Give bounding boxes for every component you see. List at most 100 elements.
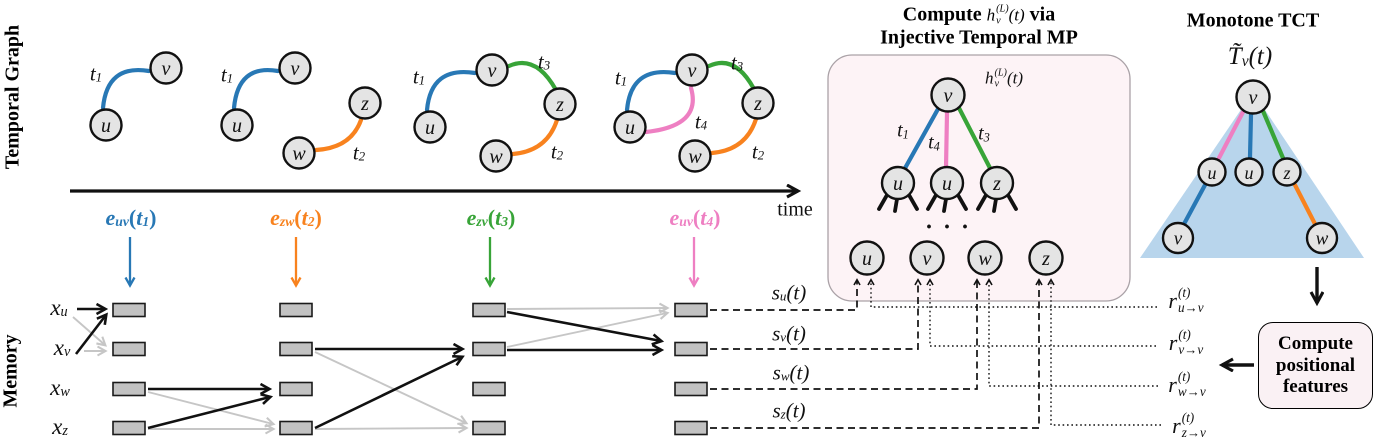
mp-leaf-v (909, 240, 945, 276)
state-label-sv: s v (t) (772, 321, 806, 346)
tct-node-u2-label: u (1245, 163, 1254, 183)
black-arrow-z1-w2 (147, 397, 270, 430)
event-label-euv-t4: e uv(t 4) (669, 205, 721, 230)
tct-nodes: v u u z v w (1161, 79, 1339, 255)
state-label-sw: s w (t) (772, 360, 810, 385)
tct-node-u2 (1234, 157, 1264, 187)
node-z-s2 (348, 86, 382, 120)
edge-uv-t1-s1 (100, 67, 152, 111)
snapshot-nodes: u v u v w z u v w z u v w z (89, 51, 775, 173)
mp-leaf-w (967, 240, 1003, 276)
node-w-s3 (479, 139, 513, 173)
gray-arrow-u3-u4 (506, 302, 670, 314)
memory-section-label: Memory (0, 334, 22, 408)
node-w-s4 (678, 139, 712, 173)
temporal-graph-section-label: Temporal Graph (1, 24, 24, 170)
node-z-s2-label: z (360, 93, 369, 115)
edge-uv-t1-s3 (424, 69, 478, 113)
node-z-s4 (741, 86, 775, 120)
mp-box-title-line2: Injective Temporal MP (880, 26, 1078, 49)
mp-edge-t3 (956, 105, 994, 173)
mp-leaf-u (849, 240, 885, 276)
node-v-s3 (475, 53, 509, 87)
time-axis-label: time (777, 198, 813, 221)
tct-node-z (1272, 157, 1302, 187)
tct-node-u1 (1197, 157, 1227, 187)
posbox-line2: positional (1275, 354, 1356, 376)
node-u-s3 (413, 110, 447, 144)
posbox-line1: Compute (1278, 333, 1353, 355)
mp-tree-nodes: v u u z u v w z (849, 77, 1064, 276)
memory-cell-w-1 (112, 381, 146, 397)
memory-cell-w-3 (472, 381, 506, 397)
mp-edge-t1 (901, 106, 941, 173)
node-u-s2-label: u (232, 115, 242, 137)
memory-cell-u-2 (279, 302, 313, 318)
tct-leaf-v-label: v (1174, 229, 1183, 250)
node-u-s4 (613, 110, 647, 144)
tct-edge-u1-v (1181, 182, 1208, 227)
tct-edge-v-z (1260, 108, 1286, 161)
tct-edge-v-u2 (1247, 112, 1254, 160)
node-v-s4-label: v (688, 60, 697, 82)
memory-cell-w-4 (674, 381, 708, 397)
mp-root-v (930, 77, 966, 113)
gray-arrow-w1-z2 (147, 391, 276, 428)
injective-mp-box (827, 54, 1131, 302)
posbox-line3: features (1282, 376, 1349, 398)
node-v-s1 (149, 51, 183, 85)
dotted-rz-line (1047, 278, 1161, 426)
tct-leaf-w-label: w (1316, 229, 1329, 250)
event-label-euv-t1: e uv(t 1) (105, 205, 157, 230)
tct-node-z-label: z (1282, 163, 1290, 183)
node-w-s2-label: w (292, 143, 306, 165)
r-label-w: r (t) w→v (1168, 369, 1206, 399)
mp-root-annotation: h (L) v (t) (985, 67, 1023, 90)
node-v-s1-label: v (162, 58, 171, 80)
node-v-s4 (675, 53, 709, 87)
memory-cell-z-4 (674, 420, 708, 436)
event-label-ezw-t2: e zw(t 2) (270, 205, 322, 230)
r-label-v: r (t) v→v (1168, 327, 1204, 357)
r-label-u: r (t) u→v (1168, 285, 1204, 315)
node-v-s2-label: v (291, 58, 300, 80)
memory-arrows-gray (72, 302, 670, 435)
node-w-s2 (282, 136, 316, 170)
mp-box-title-line1: Compute h (L) v (t) via (902, 3, 1056, 27)
memory-cell-u-4 (674, 302, 708, 318)
edge-uv-t1-s2 (231, 67, 281, 111)
mp-child-u1-label: u (893, 173, 903, 195)
memory-cell-v-3 (472, 341, 506, 357)
memory-cell-w-2 (279, 381, 313, 397)
node-u-s1 (89, 108, 123, 142)
state-label-su: s u (t) (771, 280, 807, 305)
edge-uv-t1-s4 (624, 69, 678, 113)
memory-cell-u-3 (472, 302, 506, 318)
gray-arrow-xu-v1 (72, 316, 107, 347)
node-v-s3-label: v (488, 60, 497, 82)
mp-leaf-z-label: z (1041, 248, 1050, 270)
black-arrow-u3-v4 (506, 310, 661, 341)
memory-cell-v-4 (674, 341, 708, 357)
dotted-ru-line (867, 278, 1157, 308)
dashed-sz-line (710, 278, 1043, 429)
memory-cell-v-2 (279, 341, 313, 357)
edge-wz-t2-s3 (510, 117, 560, 157)
dashed-sv-line (710, 278, 922, 350)
memory-arrows-black (74, 309, 661, 430)
snapshot-edges (100, 60, 759, 157)
edge-vz-t3-s3 (506, 60, 559, 93)
